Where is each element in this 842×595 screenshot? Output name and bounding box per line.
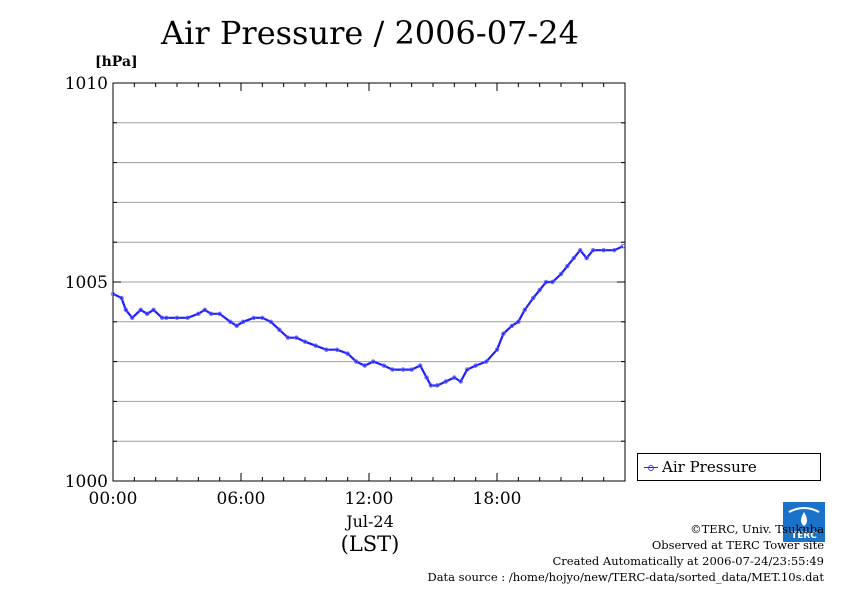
x-tick-label: 18:00 bbox=[473, 489, 522, 509]
data-point bbox=[558, 271, 564, 277]
x-axis-label: (LST) bbox=[340, 532, 400, 556]
data-point bbox=[260, 315, 265, 321]
data-point bbox=[584, 255, 589, 261]
data-point bbox=[458, 379, 463, 384]
data-point bbox=[164, 315, 169, 321]
data-point bbox=[501, 331, 506, 336]
chart-title: Air Pressure / 2006-07-24 bbox=[161, 14, 579, 52]
data-point bbox=[345, 351, 350, 356]
data-point bbox=[578, 247, 583, 253]
credit-observed: Observed at TERC Tower site bbox=[651, 538, 824, 552]
x-tick-label: 12:00 bbox=[345, 489, 394, 509]
x-tick-label: 06:00 bbox=[217, 489, 266, 509]
data-point bbox=[123, 307, 128, 313]
credit-source: Data source : /home/hojyo/new/TERC-data/… bbox=[427, 570, 824, 584]
data-point bbox=[452, 375, 457, 380]
legend-line-icon bbox=[644, 464, 658, 471]
data-point bbox=[294, 335, 299, 340]
data-point bbox=[302, 339, 308, 344]
data-point bbox=[464, 367, 470, 372]
data-point bbox=[590, 247, 596, 253]
data-point bbox=[601, 247, 606, 253]
data-point bbox=[409, 367, 414, 372]
data-point bbox=[251, 315, 256, 321]
data-point bbox=[313, 343, 318, 348]
data-point bbox=[550, 279, 555, 285]
data-point bbox=[174, 315, 180, 321]
data-point bbox=[565, 263, 570, 269]
series-line bbox=[112, 245, 624, 387]
y-tick-label: 1005 bbox=[65, 273, 108, 293]
data-point bbox=[151, 307, 156, 313]
data-point bbox=[196, 311, 201, 317]
data-point bbox=[234, 323, 239, 328]
y-unit-label: [hPa] bbox=[95, 54, 138, 70]
data-point bbox=[443, 379, 448, 384]
y-tick-label: 1010 bbox=[65, 74, 108, 94]
data-point bbox=[285, 335, 291, 340]
data-point bbox=[543, 279, 549, 285]
data-point bbox=[202, 307, 207, 313]
data-point bbox=[516, 319, 521, 324]
data-point bbox=[435, 383, 440, 388]
data-point bbox=[371, 359, 376, 364]
terc-logo-icon: TERC bbox=[783, 502, 825, 542]
y-tick-label: 1000 bbox=[65, 472, 108, 492]
data-point bbox=[571, 255, 576, 261]
legend: Air Pressure bbox=[637, 453, 821, 481]
data-point bbox=[484, 359, 489, 364]
data-point bbox=[208, 311, 214, 317]
credit-created: Created Automatically at 2006-07-24/23:5… bbox=[552, 554, 825, 568]
data-point bbox=[129, 315, 135, 321]
credits: ©TERC, Univ. Tsukuba Observed at TERC To… bbox=[427, 521, 824, 585]
data-point bbox=[424, 375, 429, 380]
data-point bbox=[537, 287, 542, 293]
data-point bbox=[362, 363, 367, 368]
data-point bbox=[144, 311, 150, 317]
data-point bbox=[240, 319, 246, 324]
data-point bbox=[428, 383, 434, 388]
data-point bbox=[418, 363, 423, 368]
data-point bbox=[228, 319, 233, 324]
data-point bbox=[185, 315, 190, 321]
data-point bbox=[473, 363, 478, 368]
data-point bbox=[217, 311, 222, 317]
data-point bbox=[354, 359, 359, 364]
x-date-label: Jul-24 bbox=[346, 512, 394, 531]
data-point bbox=[138, 307, 143, 313]
data-point bbox=[522, 307, 527, 313]
data-point bbox=[494, 347, 500, 352]
data-point bbox=[324, 347, 329, 352]
data-point bbox=[531, 295, 536, 301]
data-point bbox=[612, 247, 617, 253]
credit-copyright: ©TERC, Univ. Tsukuba bbox=[690, 522, 824, 536]
x-tick-label: 00:00 bbox=[89, 489, 138, 509]
data-point bbox=[400, 367, 406, 372]
legend-label: Air Pressure bbox=[662, 458, 757, 476]
data-point bbox=[509, 323, 515, 328]
data-point bbox=[268, 319, 274, 324]
logo-text: TERC bbox=[791, 531, 817, 541]
data-point bbox=[159, 315, 165, 321]
data-point bbox=[390, 367, 395, 372]
data-point bbox=[119, 295, 124, 301]
data-point bbox=[110, 291, 116, 297]
data-point bbox=[334, 347, 340, 352]
data-point bbox=[381, 363, 387, 368]
data-point bbox=[620, 243, 626, 249]
data-point bbox=[277, 327, 282, 332]
